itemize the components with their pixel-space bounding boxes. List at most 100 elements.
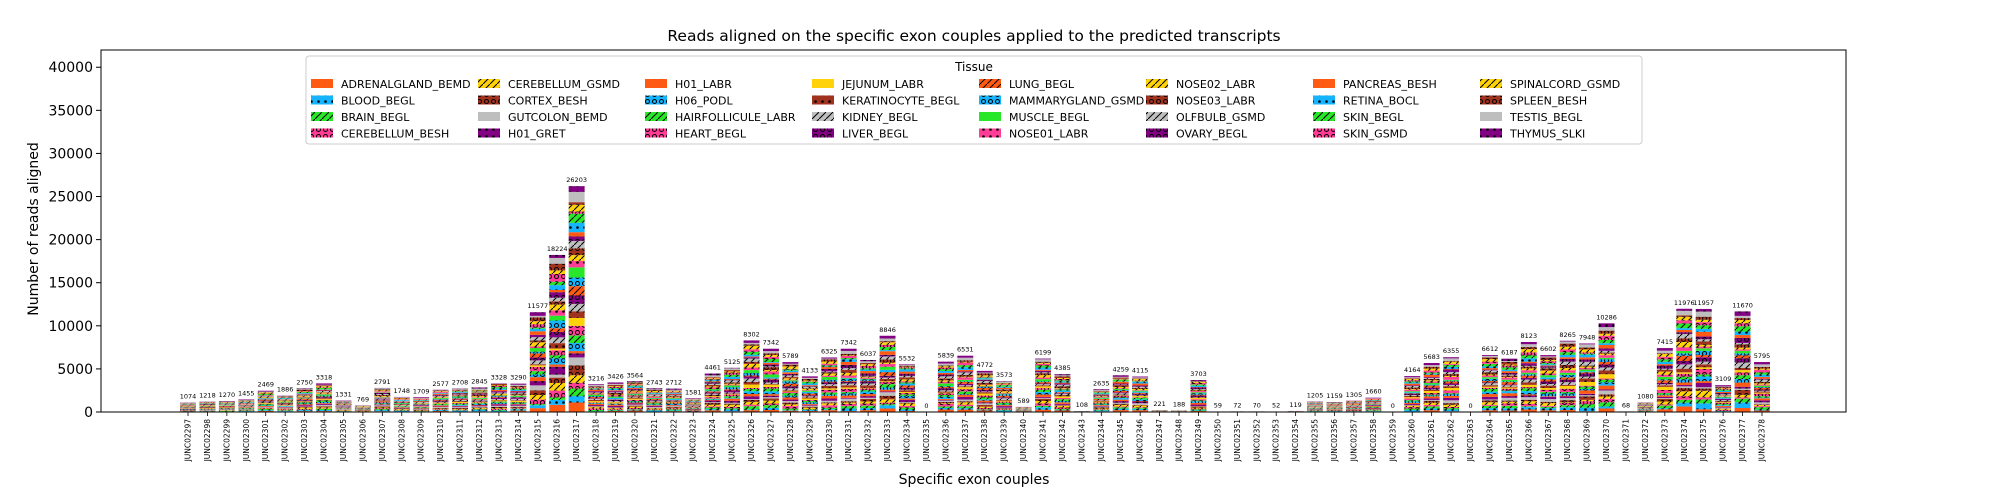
- bar-segment: [899, 383, 915, 386]
- bar-segment: [1054, 390, 1071, 393]
- bar-segment: [976, 385, 993, 387]
- bar-segment: [1734, 315, 1751, 319]
- bar-segment: [724, 371, 741, 373]
- bar-segment: [1540, 410, 1557, 412]
- bar-segment: [490, 396, 507, 397]
- bar-segment: [801, 380, 818, 382]
- bar-segment: [704, 384, 721, 387]
- bar-segment: [899, 382, 915, 384]
- bar-segment: [607, 392, 624, 394]
- bar-segment: [471, 408, 488, 410]
- bar-segment: [763, 348, 779, 352]
- bar-segment: [1481, 374, 1498, 376]
- bar-segment: [937, 403, 954, 407]
- bar-segment: [1734, 382, 1751, 387]
- bar-segment: [1598, 406, 1615, 409]
- bar-segment: [1715, 408, 1732, 410]
- bar-segment: [937, 374, 954, 377]
- bar-segment: [335, 406, 352, 408]
- bar-segment: [588, 408, 605, 410]
- bar-segment: [1190, 396, 1207, 398]
- bar-segment: [529, 315, 546, 318]
- bar-segment: [1754, 398, 1770, 401]
- bar-segment: [277, 407, 294, 408]
- bar-segment: [1656, 394, 1673, 396]
- bar-segment: [1734, 397, 1751, 399]
- bar-segment: [665, 392, 682, 394]
- bar-segment: [899, 387, 915, 390]
- bar-segment: [607, 382, 624, 384]
- bar-segment: [568, 240, 585, 249]
- bar-segment: [763, 400, 779, 404]
- bar-segment: [1695, 350, 1712, 356]
- bar-segment: [879, 408, 896, 412]
- bar-segment: [646, 392, 663, 393]
- legend-label: NOSE01_LABR: [1009, 128, 1089, 141]
- bar-segment: [1598, 339, 1615, 344]
- bar-segment: [1423, 368, 1440, 371]
- total-label: 1886: [277, 386, 294, 394]
- bar-segment: [510, 398, 527, 401]
- bar-segment: [1190, 402, 1207, 405]
- bar-segment: [568, 402, 585, 412]
- x-tick-label: JUNC02305: [339, 419, 348, 463]
- bar-segment: [1443, 397, 1460, 401]
- bar-segment: [1598, 398, 1615, 403]
- bar-segment: [782, 392, 799, 394]
- bar-segment: [1404, 395, 1421, 398]
- bar-segment: [957, 381, 974, 382]
- bar-segment: [588, 406, 605, 408]
- bar-segment: [471, 393, 488, 395]
- bar-segment: [607, 394, 624, 396]
- bar-segment: [549, 273, 566, 282]
- bar-segment: [1035, 407, 1051, 410]
- bar-segment: [1443, 408, 1460, 410]
- bar-segment: [277, 404, 294, 406]
- bar-segment: [840, 397, 857, 399]
- bar-segment: [432, 408, 449, 410]
- x-tick-label: JUNC02308: [397, 419, 406, 463]
- bar-segment: [879, 399, 896, 403]
- bar-segment: [1132, 403, 1149, 405]
- bar-segment: [316, 395, 332, 397]
- bar-segment: [1190, 399, 1207, 401]
- bar-segment: [899, 394, 915, 396]
- bar-segment: [782, 380, 799, 382]
- bar-JUNC02373: [1656, 348, 1673, 412]
- bar-segment: [879, 378, 896, 382]
- bar-segment: [1559, 382, 1576, 385]
- bar-segment: [821, 357, 838, 359]
- x-tick-label: JUNC02356: [1330, 419, 1339, 463]
- bar-segment: [743, 381, 760, 385]
- bar-segment: [1656, 353, 1673, 354]
- x-tick-label: JUNC02357: [1349, 419, 1358, 463]
- bar-segment: [471, 387, 488, 389]
- bar-segment: [724, 372, 741, 375]
- bar-segment: [549, 399, 566, 405]
- bar-JUNC02309: [413, 397, 430, 412]
- bar-segment: [665, 397, 682, 399]
- bar-segment: [1520, 374, 1537, 376]
- bar-segment: [296, 408, 313, 410]
- bar-segment: [1501, 400, 1518, 402]
- bar-segment: [490, 385, 507, 387]
- bar-segment: [471, 405, 488, 407]
- total-label: 3703: [1190, 370, 1207, 378]
- bar-segment: [1540, 387, 1557, 390]
- bar-segment: [490, 408, 507, 410]
- bar-segment: [1656, 404, 1673, 406]
- bar-segment: [1501, 393, 1518, 397]
- bar-segment: [763, 386, 779, 389]
- bar-segment: [801, 391, 818, 394]
- bar-segment: [1676, 368, 1693, 373]
- bar-segment: [1540, 389, 1557, 392]
- bar-JUNC02305: [335, 400, 352, 412]
- bar-segment: [743, 351, 760, 355]
- bar-segment: [1656, 379, 1673, 381]
- bar-segment: [432, 391, 449, 392]
- bar-segment: [724, 394, 741, 397]
- legend-label: GUTCOLON_BEMD: [508, 111, 608, 124]
- bar-segment: [1054, 396, 1071, 398]
- bar-segment: [490, 397, 507, 399]
- bar-segment: [1676, 396, 1693, 400]
